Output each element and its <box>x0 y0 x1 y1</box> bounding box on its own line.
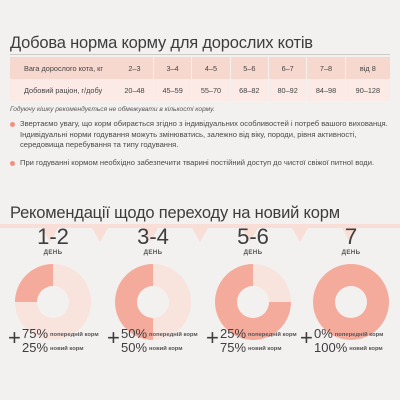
stage-day-label: ДЕНЬ <box>143 249 163 256</box>
new-food-label: новий корм <box>149 346 183 352</box>
donut-hole <box>335 286 367 318</box>
ration-cell: 84–98 <box>306 79 346 101</box>
new-food-percent: 75% <box>220 340 247 355</box>
old-food-label: попередній корм <box>50 332 99 338</box>
table-row-rations: Добовий раціон, г/добу 20–48 45–59 55–70… <box>10 79 390 101</box>
old-food-percent: 75% <box>22 326 49 341</box>
norms-table: Вага дорослого кота, кг 2–3 3–4 4–5 5–6 … <box>10 57 390 101</box>
donut-hole <box>137 286 169 318</box>
table-row-weights: Вага дорослого кота, кг 2–3 3–4 4–5 5–6 … <box>10 57 390 79</box>
weight-cell: 6–7 <box>267 57 307 79</box>
bullet-text: При годуванні кормом необхідно забезпечи… <box>20 158 375 167</box>
stage-day-label: ДЕНЬ <box>43 249 63 256</box>
bullet-dot-icon <box>10 122 15 127</box>
plus-icon: + <box>107 325 120 350</box>
new-food-percent: 25% <box>22 340 49 355</box>
weight-cell: 2–3 <box>116 57 154 79</box>
ration-cell: 45–59 <box>152 79 192 101</box>
stage-days: 7 <box>344 224 358 249</box>
stage-days: 1-2 <box>37 224 69 249</box>
donut-hole <box>237 286 269 318</box>
new-food-label: новий корм <box>248 346 282 352</box>
stage-4: 7 ДЕНЬ <box>306 226 396 340</box>
weight-cell: 4–5 <box>191 57 231 79</box>
bullet-text: Звертаємо увагу, що корм обирається згід… <box>20 119 388 150</box>
ration-cell: 68–82 <box>229 79 269 101</box>
stage-days: 3-4 <box>137 224 169 249</box>
old-food-percent: 50% <box>121 326 148 341</box>
transition-title: Рекомендації щодо переходу на новий корм <box>10 204 340 222</box>
ration-header-label: Добовий раціон, г/добу <box>10 79 116 101</box>
old-food-percent: 0% <box>314 326 333 341</box>
stage-ribbon <box>0 224 400 242</box>
mix-stage-2: + 50% попередній корм 50% новий корм <box>107 325 203 355</box>
bullet-water-access: При годуванні кормом необхідно забезпечи… <box>10 158 392 169</box>
mix-stage-3: + 25% попередній корм 75% новий корм <box>206 325 302 355</box>
new-food-percent: 100% <box>314 340 348 355</box>
bullet-dot-icon <box>10 161 15 166</box>
stage-3: 5-6 ДЕНЬ <box>208 226 298 340</box>
new-food-percent: 50% <box>121 340 148 355</box>
weight-cell: 3–4 <box>152 57 192 79</box>
weight-cell: від 8 <box>344 57 390 79</box>
plus-icon: + <box>8 325 21 350</box>
mix-stage-4: + 0% попередній корм 100% новий корм <box>300 325 396 355</box>
ration-cell: 55–70 <box>191 79 231 101</box>
nursing-note: Годуючу кішку рекомендується не обмежува… <box>10 106 215 113</box>
stage-1: 1-2 ДЕНЬ <box>8 226 98 340</box>
ration-cell: 90–128 <box>344 79 390 101</box>
old-food-label: попередній корм <box>248 332 297 338</box>
mix-stage-1: + 75% попередній корм 25% новий корм <box>8 325 104 355</box>
title-divider <box>10 54 390 55</box>
norms-title: Добова норма корму для дорослих котів <box>10 34 313 52</box>
weight-header-label: Вага дорослого кота, кг <box>10 57 116 79</box>
donut-chart <box>15 264 91 340</box>
stage-day-label: ДЕНЬ <box>341 249 361 256</box>
old-food-label: попередній корм <box>334 332 384 338</box>
old-food-label: попередній корм <box>149 332 198 338</box>
donut-chart <box>115 264 191 340</box>
weight-cell: 5–6 <box>229 57 269 79</box>
donut-new-portion <box>115 264 153 340</box>
donut-hole <box>37 286 69 318</box>
ration-cell: 80–92 <box>267 79 307 101</box>
plus-icon: + <box>206 325 219 350</box>
stage-days: 5-6 <box>237 224 269 249</box>
new-food-label: новий корм <box>50 346 84 352</box>
new-food-label: новий корм <box>349 346 383 352</box>
donut-chart <box>215 264 291 340</box>
plus-icon: + <box>300 325 313 350</box>
bullet-individual-needs: Звертаємо увагу, що корм обирається згід… <box>10 119 392 151</box>
ribbon-band <box>0 224 400 242</box>
old-food-percent: 25% <box>220 326 247 341</box>
stage-2: 3-4 ДЕНЬ <box>108 226 198 340</box>
stage-day-label: ДЕНЬ <box>243 249 263 256</box>
ration-cell: 20–48 <box>116 79 154 101</box>
donut-chart <box>313 264 389 340</box>
weight-cell: 7–8 <box>306 57 346 79</box>
